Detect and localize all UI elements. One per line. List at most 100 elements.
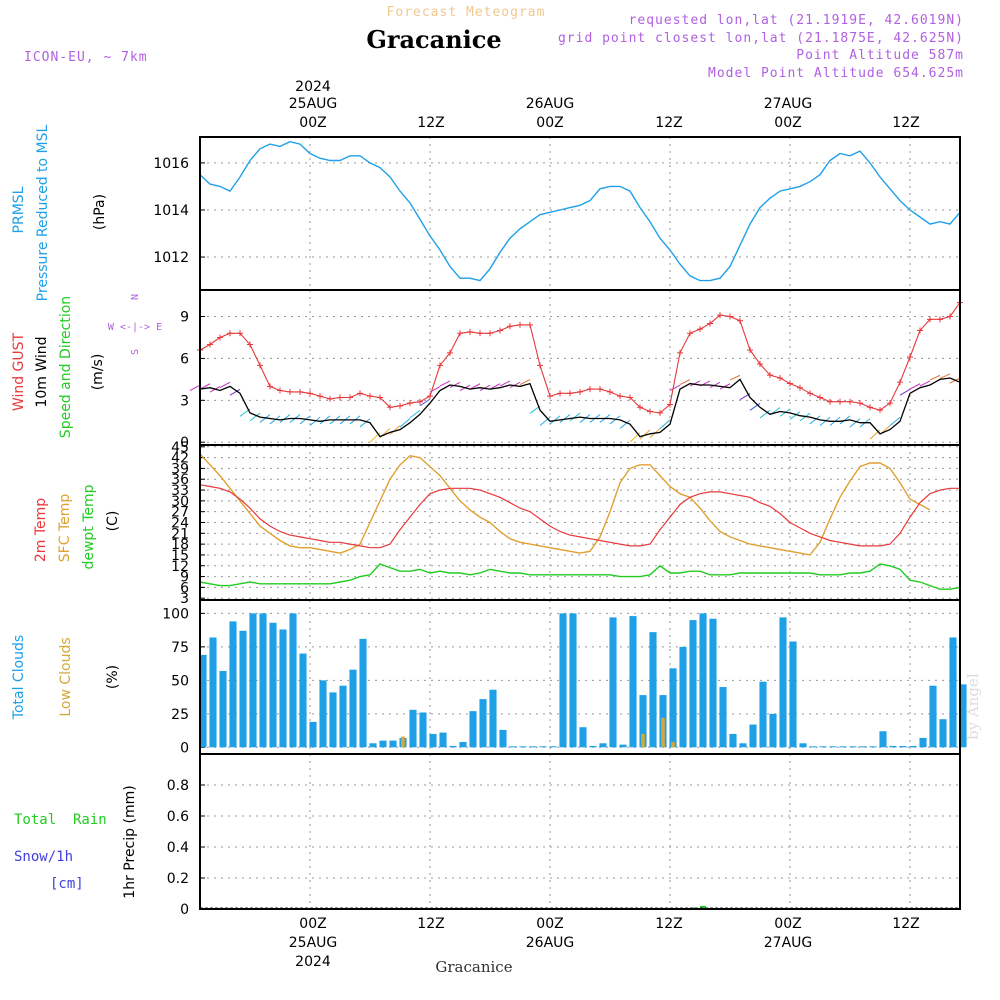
total-cloud-bar — [829, 746, 837, 748]
gust-marker — [837, 398, 843, 405]
total-cloud-bar — [509, 746, 517, 748]
wind-direction-arrow — [279, 414, 291, 423]
gust-marker — [737, 317, 743, 324]
wind-direction-arrow — [559, 414, 571, 423]
total-cloud-bar — [209, 637, 217, 748]
gust-marker — [247, 341, 253, 348]
gust-marker — [907, 354, 913, 361]
y-tick-label: 42 — [171, 451, 189, 467]
gust-marker — [657, 409, 663, 416]
gust-marker — [337, 394, 343, 401]
y-tick-label: 1012 — [153, 250, 189, 266]
gust-marker — [887, 400, 893, 407]
gust-marker — [447, 349, 453, 356]
total-cloud-bar — [569, 613, 577, 748]
total-cloud-bar — [229, 621, 237, 748]
gust-label: Wind GUST — [11, 332, 27, 411]
wind-direction-arrow — [709, 381, 721, 388]
snow-unit-label: [cm] — [50, 876, 84, 892]
wind-direction-arrow — [679, 379, 691, 385]
total-cloud-bar — [589, 745, 597, 748]
gust-marker — [377, 394, 383, 401]
wind-direction-arrow — [749, 402, 761, 411]
gust-marker — [787, 380, 793, 387]
y-tick-label: 75 — [171, 640, 189, 656]
total-cloud-bar — [349, 669, 357, 748]
top-tick-label: 12Z — [655, 115, 682, 131]
wind-direction-arrow — [359, 418, 371, 428]
gust-marker — [767, 372, 773, 379]
total-cloud-bar — [899, 745, 907, 748]
gust-marker — [507, 323, 513, 330]
y-tick-label: 25 — [171, 707, 189, 723]
top-tick-label: 00Z — [774, 115, 801, 131]
y-tick-label: 1014 — [153, 203, 189, 219]
gust-marker — [227, 330, 233, 337]
total-cloud-bar — [749, 724, 757, 748]
total-cloud-bar — [239, 630, 247, 748]
total-cloud-bar — [309, 721, 317, 748]
total-cloud-bar — [529, 746, 537, 748]
y-tick-label: 33 — [171, 483, 189, 499]
gust-marker — [917, 327, 923, 334]
clouds-panel: 0 25 50 75 100 — [162, 599, 967, 756]
wind-direction-arrow — [219, 381, 231, 388]
wind-panel: 0 3 6 9 — [180, 289, 963, 451]
total-cloud-bar — [419, 712, 427, 748]
y-tick-label: 18 — [171, 537, 189, 553]
pressure-panel: 1012 1014 1016 — [153, 136, 961, 291]
total-cloud-bar — [519, 746, 527, 748]
wind-direction-arrow — [659, 419, 671, 429]
y-tick-label: 27 — [171, 505, 189, 521]
gust-marker — [287, 388, 293, 395]
bottom-date-2: 26AUG — [526, 935, 575, 951]
requested-coords: requested lon,lat (21.1919E, 42.6019N) — [629, 13, 964, 28]
total-cloud-bar — [689, 620, 697, 748]
total-cloud-bar — [849, 746, 857, 748]
dewpt-label: dewpt Temp — [81, 484, 97, 569]
total-cloud-bar — [379, 740, 387, 748]
total-cloud-bar — [449, 745, 457, 748]
gust-marker — [577, 388, 583, 395]
wind-direction-arrow — [389, 425, 401, 435]
wind-direction-arrow — [849, 418, 861, 428]
y-tick-label: 12 — [171, 559, 189, 575]
model-altitude: Model Point Altitude 654.625m — [708, 66, 964, 81]
total-cloud-bar — [959, 684, 967, 748]
y-tick-label: 9 — [180, 570, 189, 586]
gust-marker — [517, 321, 523, 328]
y-tick-label: 0.4 — [167, 840, 189, 856]
pressure-desc-label: Pressure Reduced to MSL — [35, 124, 51, 301]
wind-direction-arrow — [809, 415, 821, 425]
total-cloud-bar — [709, 618, 717, 748]
wind-direction-arrow — [269, 415, 281, 425]
sfc-temp-label: SFC Temp — [57, 494, 73, 563]
wind-unit-label: (m/s) — [90, 354, 106, 391]
gust-marker — [667, 401, 673, 408]
gust-marker — [557, 390, 563, 397]
wind-direction-arrow — [729, 374, 741, 381]
top-tick-label: 00Z — [299, 115, 326, 131]
gust-marker — [617, 393, 623, 400]
watermark: by Angel — [964, 673, 982, 740]
gust-line — [199, 302, 961, 414]
bottom-tick-label: 00Z — [299, 916, 326, 932]
gust-marker — [367, 393, 373, 400]
gust-marker — [627, 394, 633, 401]
total-cloud-bar — [299, 653, 307, 748]
y-tick-label: 0 — [180, 435, 189, 451]
total-cloud-bar — [679, 646, 687, 748]
total-cloud-bar — [249, 613, 257, 748]
y-tick-label: 36 — [171, 472, 189, 488]
gust-marker — [797, 384, 803, 391]
temp2m-line — [199, 484, 960, 549]
y-tick-label: 6 — [180, 580, 189, 596]
total-cloud-bar — [389, 740, 397, 748]
total-cloud-bar — [599, 743, 607, 748]
wind-direction-arrow — [669, 384, 681, 392]
top-year: 2024 — [295, 79, 331, 95]
gust-marker — [357, 390, 363, 397]
gust-marker — [747, 347, 753, 354]
gust-marker — [217, 334, 223, 341]
total-cloud-bar — [799, 743, 807, 748]
